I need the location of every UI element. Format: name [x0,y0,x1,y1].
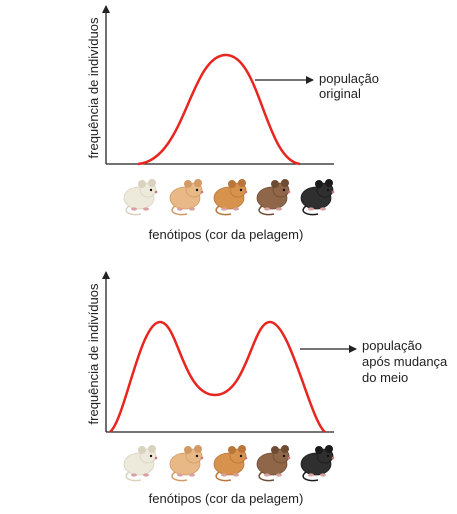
white-mouse-icon [123,445,158,482]
y-axis-label: frequência de indivíduos [86,17,101,158]
y-axis-label: frequência de indivíduos [86,283,101,424]
light-orange-mouse-icon [169,445,204,482]
mice-row [123,445,335,482]
curve-after-environment-change [109,320,326,433]
x-axis-label: fenótipos (cor da pelagem) [149,227,304,242]
light-orange-mouse-icon [169,179,204,216]
orange-mouse-icon [213,179,248,216]
white-mouse-icon [123,179,158,216]
curve-original-population [137,53,301,166]
mice-row [123,179,335,216]
orange-mouse-icon [213,445,248,482]
brown-mouse-icon [256,445,291,482]
chart-top: frequência de indivíduos população origi… [86,5,383,242]
annotation-label: população após mudança do meio [362,338,451,385]
chart-bottom: frequência de indivíduos população após … [86,271,451,506]
annotation-label: população original [319,71,383,101]
dark-mouse-icon [300,445,335,482]
x-axis-label: fenótipos (cor da pelagem) [149,491,304,506]
brown-mouse-icon [256,179,291,216]
dark-mouse-icon [300,179,335,216]
